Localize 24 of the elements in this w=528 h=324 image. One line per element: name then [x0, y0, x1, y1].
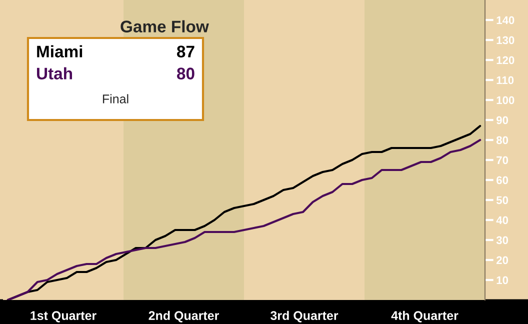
- text: Utah: [37, 67, 72, 80]
- y-tick-label: 120: [496, 56, 514, 64]
- y-tick-label: 10: [496, 276, 508, 284]
- annotation: 80: [176, 68, 194, 80]
- y-tick-label: 40: [496, 216, 508, 224]
- y-tick-label: 70: [496, 156, 508, 164]
- text: 3rd Quarter: [270, 310, 338, 322]
- y-tick-label: 60: [496, 176, 508, 184]
- y-tick-label: 110: [496, 76, 514, 84]
- y-tick-label: 130: [496, 36, 514, 44]
- text: Miami: [37, 45, 82, 58]
- annotation: Final: [102, 94, 128, 104]
- text: 1st Quarter: [30, 311, 96, 322]
- y-tick-label: 90: [496, 116, 508, 124]
- text: 2nd Quarter: [148, 310, 219, 322]
- y-tick-label: 30: [496, 236, 508, 244]
- annotation: 87: [176, 46, 194, 58]
- y-tick-label: 100: [496, 96, 514, 104]
- text: Game Flow: [120, 20, 209, 32]
- y-tick-label: 20: [496, 256, 508, 264]
- y-tick-label: 80: [496, 136, 508, 144]
- y-tick-label: 140: [496, 16, 514, 24]
- y-tick-label: 50: [496, 196, 508, 204]
- text: 4th Quarter: [391, 310, 458, 322]
